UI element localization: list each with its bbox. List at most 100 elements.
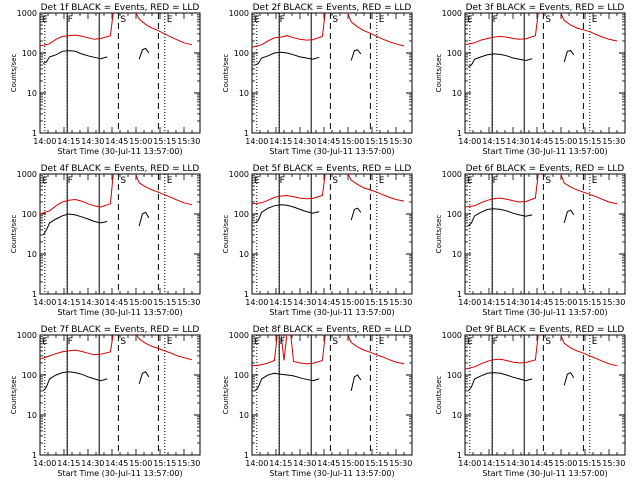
segment-marker: F [493, 337, 498, 347]
x-tick-label: 14:30 [293, 459, 316, 468]
x-tick-label: 15:15 [578, 459, 601, 468]
segment-marker: E [379, 176, 385, 186]
x-axis-label: Start Time (30-Jul-11 13:57:00) [57, 469, 182, 478]
x-axis-label: Start Time (30-Jul-11 13:57:00) [482, 308, 607, 317]
red-lld-series [40, 13, 193, 47]
x-tick-label: 14:15 [269, 298, 292, 307]
x-tick-label: 15:00 [554, 137, 577, 146]
x-tick-label: 14:30 [506, 298, 529, 307]
plot-frame [39, 334, 201, 456]
x-tick-label: 14:15 [57, 137, 80, 146]
y-tick-label: 1000 [17, 170, 37, 179]
y-tick-label: 1000 [229, 9, 249, 18]
segment-marker: E [592, 176, 598, 186]
y-tick-label: 10 [27, 411, 37, 420]
black-events-series [563, 50, 575, 63]
x-tick-label: 14:30 [293, 298, 316, 307]
x-axis-label: Start Time (30-Jul-11 13:57:00) [269, 469, 394, 478]
chart-panel: Det 2f BLACK = Events, RED = LLD 1 10 100 10… [222, 3, 413, 156]
segment-marker: F [493, 176, 498, 186]
black-events-series [42, 50, 108, 64]
red-lld-series [465, 174, 618, 208]
y-tick-label: 10 [239, 250, 249, 259]
y-tick-label: 1000 [442, 331, 462, 340]
x-tick-label: 14:45 [530, 459, 553, 468]
x-tick-label: 14:45 [530, 298, 553, 307]
x-axis-label: Start Time (30-Jul-11 13:57:00) [57, 308, 182, 317]
segment-marker: E [254, 15, 260, 25]
segment-marker: E [254, 337, 260, 347]
x-tick-label: 15:30 [177, 459, 200, 468]
segment-marker: S [545, 176, 551, 186]
chart-panel: Det 6f BLACK = Events, RED = LLD 1 10 100 10… [435, 164, 626, 317]
segment-marker: E [592, 337, 598, 347]
x-tick-label: 14:30 [81, 459, 104, 468]
black-events-series [467, 53, 533, 68]
black-events-series [42, 371, 108, 392]
segment-marker: F [68, 176, 73, 186]
y-tick-label: 100 [234, 371, 249, 380]
segment-marker: E [379, 15, 385, 25]
segment-marker: E [379, 337, 385, 347]
segment-marker: F [68, 337, 73, 347]
x-tick-label: 15:15 [365, 459, 388, 468]
segment-marker: S [120, 176, 126, 186]
y-axis-label: Counts/sec [222, 376, 230, 415]
x-tick-label: 15:30 [177, 298, 200, 307]
x-tick-label: 15:30 [389, 137, 412, 146]
y-tick-label: 10 [452, 250, 462, 259]
x-tick-label: 15:00 [129, 459, 152, 468]
x-tick-label: 15:15 [153, 137, 176, 146]
black-events-series [563, 209, 575, 224]
segment-marker: S [332, 15, 338, 25]
y-tick-label: 1 [244, 129, 249, 138]
x-tick-label: 14:30 [81, 298, 104, 307]
red-lld-series [40, 335, 193, 361]
x-tick-label: 15:30 [177, 137, 200, 146]
segment-marker: F [493, 15, 498, 25]
black-events-series [350, 207, 362, 221]
chart-panel: Det 1f BLACK = Events, RED = LLD 1 10 100 10… [10, 3, 201, 156]
x-tick-label: 14:30 [506, 459, 529, 468]
black-events-series [138, 211, 150, 227]
y-tick-label: 100 [447, 371, 462, 380]
chart-panel: Det 5f BLACK = Events, RED = LLD 1 10 100 10… [222, 164, 413, 317]
segment-marker: E [167, 337, 173, 347]
y-tick-label: 10 [452, 411, 462, 420]
black-events-series [138, 47, 150, 60]
y-tick-label: 1 [244, 290, 249, 299]
segment-marker: E [254, 176, 260, 186]
x-tick-label: 15:00 [341, 298, 364, 307]
black-events-series [138, 371, 150, 385]
red-lld-series [252, 13, 405, 48]
segment-marker: S [332, 176, 338, 186]
y-tick-label: 100 [447, 210, 462, 219]
x-tick-label: 14:15 [269, 459, 292, 468]
x-tick-label: 15:30 [602, 459, 625, 468]
black-events-series [563, 371, 575, 386]
x-tick-label: 14:45 [105, 459, 128, 468]
y-tick-label: 10 [452, 89, 462, 98]
segment-marker: E [42, 176, 48, 186]
x-tick-label: 15:00 [341, 459, 364, 468]
y-tick-label: 1000 [17, 9, 37, 18]
y-tick-label: 100 [234, 210, 249, 219]
black-events-series [254, 372, 320, 392]
segment-marker: S [120, 337, 126, 347]
x-tick-label: 14:00 [458, 459, 481, 468]
x-tick-label: 15:00 [129, 137, 152, 146]
y-tick-label: 1000 [17, 331, 37, 340]
x-tick-label: 15:30 [602, 137, 625, 146]
x-tick-label: 14:30 [81, 137, 104, 146]
segment-marker: S [545, 15, 551, 25]
x-tick-label: 14:45 [105, 298, 128, 307]
x-tick-label: 15:15 [365, 137, 388, 146]
black-events-series [350, 49, 362, 61]
segment-marker: F [280, 176, 285, 186]
x-tick-label: 14:00 [245, 459, 268, 468]
y-tick-label: 100 [22, 210, 37, 219]
chart-title: Det 7f BLACK = Events, RED = LLD [41, 325, 200, 335]
chart-panel: Det 3f BLACK = Events, RED = LLD 1 10 100 10… [435, 3, 626, 156]
segment-marker: S [120, 15, 126, 25]
